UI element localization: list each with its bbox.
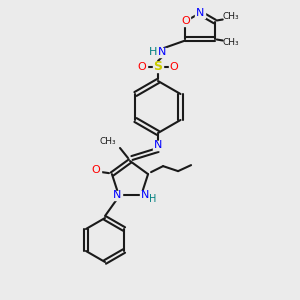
Bar [149, 195, 157, 203]
Text: O: O [138, 62, 146, 72]
Bar [140, 191, 150, 200]
Text: CH₃: CH₃ [100, 136, 116, 146]
Text: N: N [141, 190, 149, 200]
Bar [169, 62, 179, 71]
Text: O: O [181, 16, 190, 26]
Bar [112, 191, 122, 200]
Text: H: H [149, 47, 157, 57]
Text: O: O [92, 165, 100, 175]
Bar [180, 17, 190, 26]
Text: N: N [158, 47, 166, 57]
Text: N: N [196, 8, 204, 18]
Text: CH₃: CH₃ [222, 12, 239, 21]
Bar [91, 166, 101, 175]
Text: O: O [169, 62, 178, 72]
Text: S: S [154, 61, 163, 74]
Bar [153, 62, 163, 71]
Bar [137, 62, 147, 71]
Text: H: H [149, 194, 157, 204]
Bar [153, 140, 163, 149]
Bar [149, 47, 157, 56]
Text: N: N [112, 190, 121, 200]
Bar [195, 8, 205, 17]
Bar [158, 47, 166, 56]
Text: N: N [154, 140, 162, 150]
Text: CH₃: CH₃ [222, 38, 239, 47]
